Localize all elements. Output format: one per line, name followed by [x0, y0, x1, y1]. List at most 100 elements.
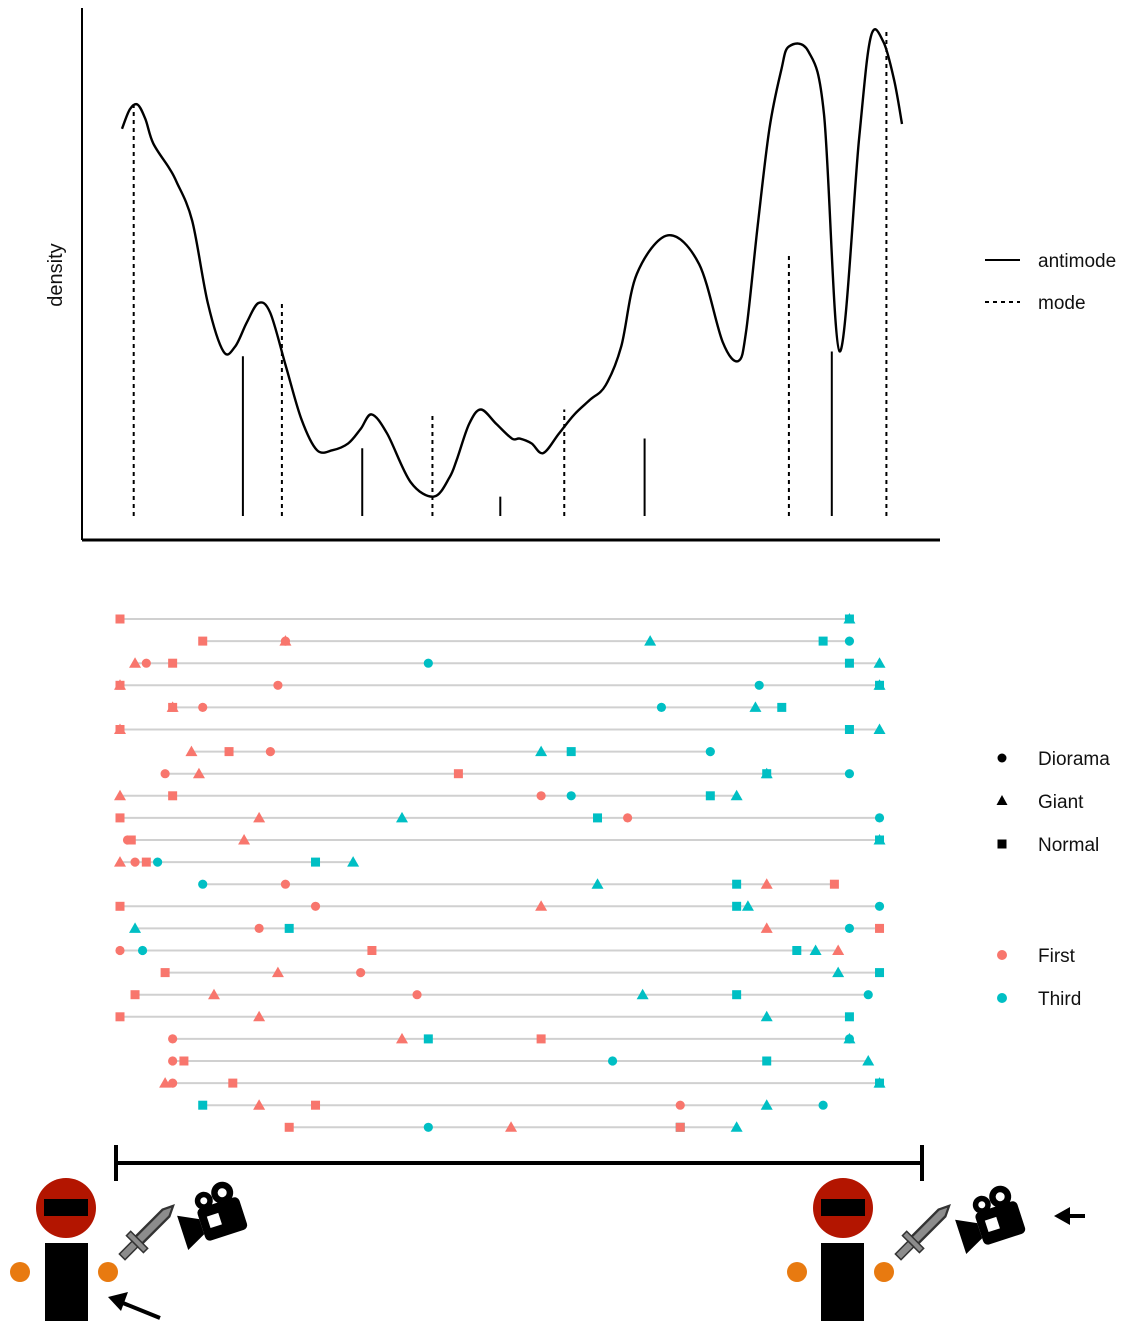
right-scenario	[787, 1178, 1085, 1321]
rows-panel	[114, 613, 886, 1132]
normal-point	[844, 658, 854, 668]
arrow-icon	[108, 1292, 161, 1320]
normal-point	[311, 1100, 321, 1110]
diorama-point	[168, 1034, 178, 1044]
normal-point	[198, 636, 208, 646]
data-row	[159, 1077, 886, 1088]
left-scenario	[10, 1178, 248, 1321]
normal-point	[732, 879, 742, 889]
giant-point	[129, 657, 142, 668]
diorama-point	[198, 879, 208, 889]
marker-dot-right	[874, 1262, 894, 1282]
camera-icon	[955, 1185, 1026, 1254]
giant-point	[114, 723, 126, 734]
normal-point	[160, 968, 170, 978]
giant-point	[208, 988, 220, 1000]
data-row	[185, 745, 715, 757]
normal-point	[453, 769, 463, 779]
giant-point	[591, 878, 604, 889]
diorama-point	[356, 968, 366, 978]
data-row	[198, 635, 855, 646]
legend-normal-swatch	[997, 839, 1007, 849]
data-row	[114, 789, 743, 801]
legend-antimode-label: antimode	[1038, 251, 1116, 272]
data-row	[122, 834, 886, 845]
data-row	[284, 1121, 743, 1132]
giant-point	[873, 723, 886, 734]
diorama-point	[844, 923, 855, 934]
data-row	[114, 856, 360, 867]
diorama-point	[423, 1122, 433, 1132]
legend-third-swatch	[997, 993, 1007, 1003]
giant-point	[636, 988, 649, 1000]
normal-point	[141, 857, 151, 867]
diorama-point	[874, 813, 885, 823]
diorama-point	[141, 658, 151, 668]
data-row	[160, 767, 855, 779]
marker-dot-right	[98, 1262, 118, 1282]
normal-point	[593, 813, 603, 823]
character-body	[45, 1243, 88, 1321]
giant-point	[159, 1077, 172, 1088]
giant-point	[535, 900, 548, 911]
giant-point	[253, 811, 266, 823]
normal-point	[198, 1100, 208, 1110]
color-legend: First Third	[997, 946, 1081, 1010]
giant-point	[730, 789, 743, 801]
data-row	[198, 878, 839, 889]
normal-point	[115, 1012, 125, 1022]
normal-point	[284, 1122, 294, 1132]
density-panel: density	[45, 8, 940, 542]
giant-point	[873, 679, 886, 690]
normal-point	[875, 968, 885, 978]
data-row	[166, 701, 787, 713]
no-entry-sign-icon	[36, 1178, 96, 1238]
diorama-point	[198, 702, 208, 713]
giant-point	[644, 635, 657, 646]
data-row	[115, 944, 845, 956]
mode-antimode-segments	[132, 32, 888, 516]
normal-point	[875, 923, 885, 933]
normal-point	[115, 614, 125, 624]
giant-point	[347, 856, 360, 867]
diorama-point	[566, 791, 576, 801]
diorama-point	[844, 769, 855, 779]
data-row	[168, 1055, 875, 1066]
diorama-point	[273, 680, 283, 690]
data-row	[114, 723, 886, 734]
diorama-point	[412, 990, 422, 1000]
diorama-point	[705, 747, 715, 757]
giant-point	[730, 1121, 743, 1132]
normal-point	[566, 747, 576, 757]
diorama-point	[536, 791, 546, 801]
giant-point	[760, 1010, 773, 1022]
diorama-point	[153, 857, 163, 867]
normal-point	[228, 1078, 238, 1088]
legend-first-label: First	[1038, 946, 1076, 967]
normal-point	[168, 791, 178, 801]
giant-point	[843, 613, 856, 624]
giant-point	[238, 834, 251, 845]
normal-point	[818, 636, 828, 646]
normal-point	[844, 1012, 854, 1022]
giant-point	[832, 944, 845, 955]
normal-point	[829, 879, 839, 889]
giant-point	[271, 966, 284, 978]
giant-point	[253, 1010, 266, 1022]
giant-point	[129, 922, 142, 933]
giant-point	[114, 679, 126, 690]
diorama-point	[623, 813, 633, 823]
giant-point	[114, 856, 126, 867]
legend-giant-label: Giant	[1038, 792, 1084, 813]
sword-icon	[894, 1204, 951, 1261]
legend-giant-swatch	[996, 795, 1008, 805]
normal-point	[536, 1034, 546, 1044]
legend-mode-label: mode	[1038, 293, 1086, 314]
diorama-point	[607, 1056, 618, 1066]
normal-point	[179, 1056, 189, 1066]
normal-point	[367, 946, 377, 955]
diorama-point	[160, 769, 170, 779]
diorama-point	[656, 702, 667, 713]
giant-point	[760, 922, 773, 933]
diorama-point	[280, 636, 291, 646]
